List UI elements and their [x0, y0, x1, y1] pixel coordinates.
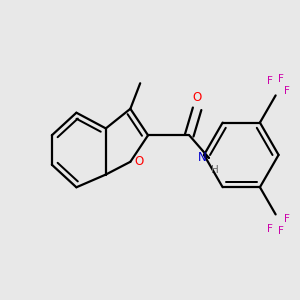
- Text: F: F: [267, 224, 273, 234]
- Text: F: F: [284, 86, 290, 96]
- Text: F: F: [278, 74, 284, 84]
- Text: F: F: [278, 226, 284, 236]
- Text: H: H: [211, 165, 219, 175]
- Text: O: O: [193, 92, 202, 104]
- Text: N: N: [198, 152, 206, 164]
- Text: F: F: [284, 214, 290, 224]
- Text: F: F: [267, 76, 273, 86]
- Text: O: O: [134, 155, 143, 168]
